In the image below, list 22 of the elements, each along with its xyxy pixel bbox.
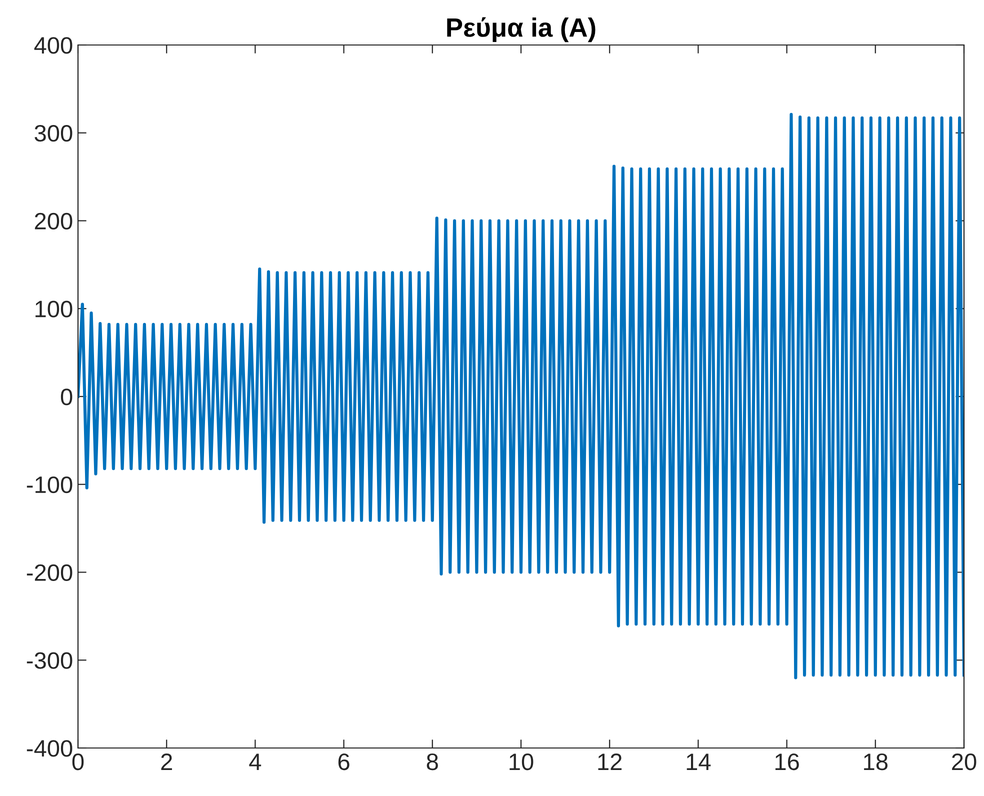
- x-tick-label: 18: [864, 753, 888, 770]
- chart-title: Ρεύμα ia (A): [447, 17, 596, 42]
- y-tick-label: 400: [34, 37, 72, 54]
- x-tick-label: 12: [598, 753, 622, 770]
- x-tick-label: 20: [952, 753, 976, 770]
- x-tick-label: 6: [338, 753, 350, 770]
- y-tick-label: 0: [60, 388, 72, 406]
- y-tick-label: -400: [26, 740, 72, 757]
- y-tick-label: -300: [26, 652, 72, 669]
- line-series: [78, 112, 964, 680]
- y-tick-label: 200: [34, 212, 72, 230]
- x-tick-label: 8: [426, 753, 438, 770]
- x-tick-label: 10: [510, 753, 534, 770]
- y-tick-label: 300: [34, 124, 72, 142]
- x-tick-label: 2: [161, 753, 172, 770]
- y-tick-label: 100: [36, 300, 72, 318]
- x-tick-label: 0: [72, 753, 84, 770]
- x-tick-label: 16: [775, 753, 799, 770]
- x-tick-label: 14: [686, 754, 711, 770]
- y-tick-label: -100: [26, 476, 72, 494]
- x-tick-label: 4: [249, 754, 262, 770]
- y-tick-label: -200: [26, 564, 72, 582]
